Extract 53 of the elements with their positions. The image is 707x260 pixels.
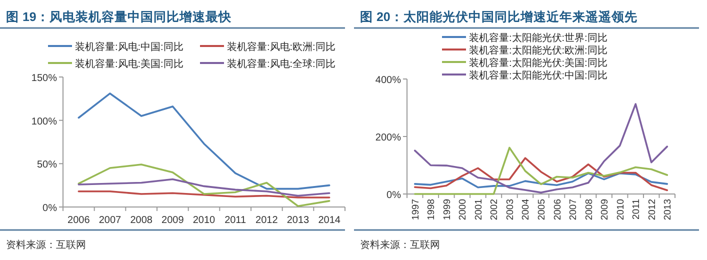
y-tick-label: 0% [42, 203, 58, 214]
x-tick-label: 2000 [458, 199, 469, 220]
x-tick-label: 2005 [536, 199, 548, 220]
x-tick-label: 2010 [615, 199, 626, 220]
x-tick-label: 1998 [426, 199, 438, 220]
y-tick-label: 50% [36, 160, 58, 171]
x-tick-label: 2002 [489, 199, 500, 220]
line-series [78, 190, 330, 198]
x-tick-label: 2008 [130, 215, 153, 226]
x-tick-label: 2008 [584, 199, 595, 220]
line-series [414, 146, 668, 195]
line-series [78, 178, 330, 197]
legend-label: 装机容量:太阳能光伏:世界:同比 [469, 32, 608, 44]
x-tick-label: 2003 [504, 199, 516, 220]
legend-label: 装机容量:风电:全球:同比 [227, 58, 336, 70]
legend-label: 装机容量:风电:欧洲:同比 [227, 41, 336, 53]
legend-label: 装机容量:风电:中国:同比 [75, 41, 184, 53]
x-tick-label: 2012 [646, 199, 658, 220]
legend-label: 装机容量:太阳能光伏:欧洲:同比 [469, 44, 608, 56]
y-tick-label: 100% [31, 116, 58, 128]
x-tick-label: 2009 [600, 199, 611, 220]
chart-title: 图 20：太阳能光伏中国同比增速近年来遥遥领先 [360, 9, 638, 24]
y-tick-label: 400% [375, 75, 402, 86]
x-tick-label: 2012 [256, 215, 278, 226]
x-tick-label: 2011 [631, 199, 642, 220]
x-tick-label: 2004 [520, 199, 532, 220]
x-tick-label: 2007 [98, 215, 122, 226]
x-tick-label: 2013 [662, 199, 674, 220]
line-series [78, 164, 330, 208]
line-series [414, 157, 668, 192]
x-tick-label: 2013 [286, 215, 310, 226]
x-tick-label: 2009 [162, 215, 184, 226]
legend-label: 装机容量:风电:美国:同比 [75, 58, 184, 70]
y-tick-label: 150% [31, 73, 58, 84]
x-tick-label: 2006 [68, 215, 90, 226]
x-tick-label: 1997 [410, 199, 422, 220]
x-tick-label: 2006 [552, 199, 564, 220]
y-tick-label: 0% [386, 190, 402, 201]
chart-title: 图 19：风电装机容量中国同比增速最快 [6, 9, 232, 24]
line-series [78, 92, 330, 190]
line-series [414, 103, 668, 194]
y-tick-label: 200% [375, 132, 402, 144]
x-tick-label: 2011 [224, 215, 247, 226]
legend-label: 装机容量:太阳能光伏:美国:同比 [469, 57, 608, 69]
x-tick-label: 2010 [192, 215, 216, 226]
x-tick-label: 2001 [473, 199, 484, 220]
text: 资料来源：互联网 [6, 239, 86, 251]
x-tick-label: 1999 [442, 199, 453, 220]
legend-label: 装机容量:太阳能光伏:中国:同比 [469, 70, 608, 82]
x-tick-label: 2014 [318, 215, 341, 226]
line-series [414, 172, 668, 188]
x-tick-label: 2007 [568, 199, 580, 220]
text: 资料来源：互联网 [360, 239, 440, 251]
